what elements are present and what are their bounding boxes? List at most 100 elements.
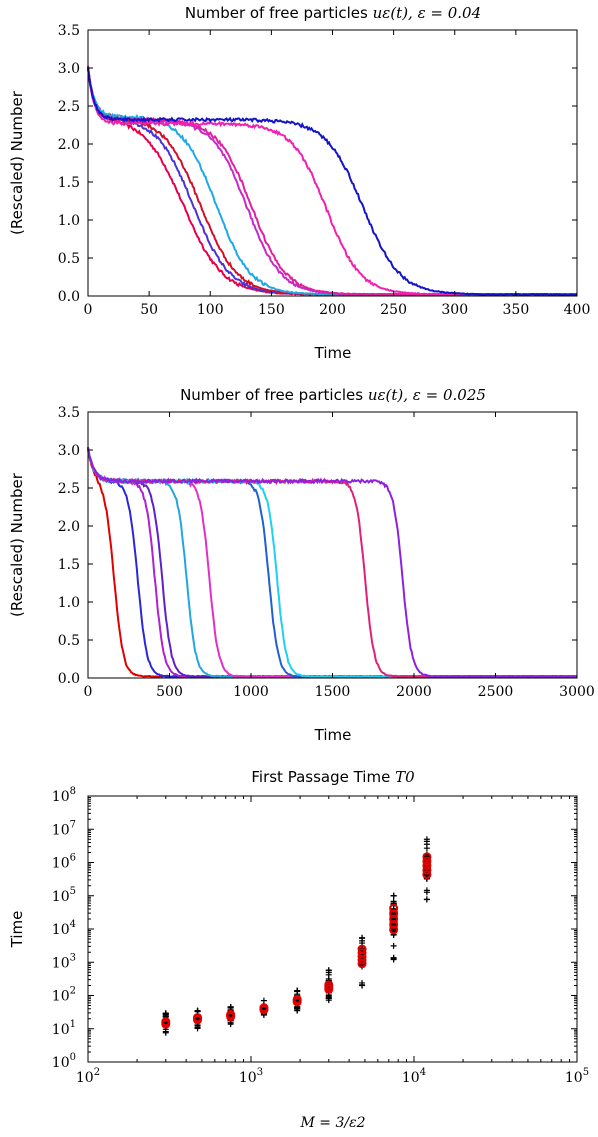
y-tick-label: 101 <box>52 1019 76 1038</box>
y-tick-label: 107 <box>52 819 76 838</box>
median-marker <box>193 1013 203 1023</box>
y-tick-label: 103 <box>52 952 76 971</box>
sample-point <box>325 995 332 1002</box>
y-tick-label: 3.5 <box>58 23 80 39</box>
sample-point <box>423 887 430 894</box>
series-line-1 <box>87 69 578 297</box>
sample-cluster <box>226 1013 235 1018</box>
x-tick-label: 102 <box>76 1067 100 1086</box>
sample-point <box>162 1029 169 1036</box>
median-marker <box>357 948 367 958</box>
y-axis-label: (Rescaled) Number <box>8 90 26 235</box>
x-tick-label: 105 <box>565 1067 589 1086</box>
y-tick-label: 105 <box>52 886 76 905</box>
series-line-2 <box>87 67 578 297</box>
x-tick-label: 350 <box>503 302 530 318</box>
x-tick-label: 0 <box>84 302 93 318</box>
x-tick-label: 400 <box>564 302 591 318</box>
sample-point <box>325 967 332 974</box>
median-marker <box>389 914 399 924</box>
x-tick-label: 2500 <box>478 684 514 700</box>
sample-point <box>162 1010 169 1017</box>
y-tick-label: 102 <box>52 986 76 1005</box>
x-tick-label: 1000 <box>233 684 269 700</box>
y-axis-label: Time <box>8 911 26 949</box>
x-tick-label: 300 <box>441 302 468 318</box>
x-tick-label: 3000 <box>559 684 595 700</box>
median-marker <box>422 865 432 875</box>
sample-cluster <box>193 1016 202 1022</box>
y-tick-label: 0.0 <box>58 671 80 687</box>
chart-free-particles-eps-0025: Number of free particles uε(t), ε = 0.02… <box>8 386 595 744</box>
median-marker <box>422 861 432 871</box>
sample-point <box>390 956 397 963</box>
series-line-7 <box>87 65 578 296</box>
sample-point <box>390 942 397 949</box>
x-tick-label: 200 <box>319 302 346 318</box>
sample-point <box>423 896 430 903</box>
median-marker <box>324 980 334 990</box>
series-line-4 <box>87 66 578 297</box>
chart-title: Number of free particles uε(t), ε = 0.04 <box>185 4 481 22</box>
y-tick-label: 0.5 <box>58 633 80 649</box>
median-marker <box>422 870 432 880</box>
x-axis-label: M = 3/ε2 <box>299 1115 365 1131</box>
y-tick-label: 106 <box>52 853 76 872</box>
sample-point <box>390 898 397 905</box>
median-marker <box>389 903 399 913</box>
sample-cluster <box>259 1006 268 1011</box>
sample-point <box>294 988 301 995</box>
x-tick-label: 500 <box>156 684 183 700</box>
y-axis-label: (Rescaled) Number <box>8 472 26 617</box>
y-tick-label: 1.5 <box>58 557 80 573</box>
series-line-8 <box>87 67 578 297</box>
chart-first-passage-time: First Passage Time T0 102 103 104 105 100 101… <box>8 768 589 1131</box>
x-tick-label: 103 <box>239 1067 263 1086</box>
x-tick-label: 2000 <box>396 684 432 700</box>
y-tick-label: 2.0 <box>58 519 80 535</box>
y-tick-label: 1.0 <box>58 213 80 229</box>
chart-title: First Passage Time T0 <box>251 768 415 786</box>
y-tick-label: 3.5 <box>58 405 80 421</box>
y-tick-label: 0.5 <box>58 251 80 267</box>
median-marker <box>389 925 399 935</box>
sample-cluster <box>389 908 398 930</box>
sample-point <box>423 836 430 843</box>
series-line-5 <box>87 65 578 297</box>
y-tick-label: 3.0 <box>58 61 80 77</box>
x-axis-label: Time <box>314 344 352 362</box>
median-marker <box>226 1009 236 1019</box>
y-tick-label: 104 <box>52 919 76 938</box>
y-tick-label: 0.0 <box>58 289 80 305</box>
sample-cluster <box>161 1020 170 1026</box>
sample-point <box>359 934 366 941</box>
sample-point <box>423 841 430 848</box>
y-tick-label: 100 <box>52 1052 76 1071</box>
median-marker <box>422 852 432 862</box>
x-axis-label: Time <box>314 726 352 744</box>
x-tick-label: 150 <box>258 302 285 318</box>
y-tick-label: 108 <box>52 786 76 805</box>
median-marker <box>292 994 302 1004</box>
plot-frame <box>87 29 578 297</box>
sample-point <box>390 892 397 899</box>
x-tick-label: 250 <box>380 302 407 318</box>
sample-cluster <box>324 982 333 992</box>
series-line-6 <box>87 67 578 297</box>
median-marker <box>389 919 399 929</box>
y-tick-label: 3.0 <box>58 443 80 459</box>
x-tick-label: 0 <box>84 684 93 700</box>
y-tick-label: 1.5 <box>58 175 80 191</box>
median-marker <box>389 909 399 919</box>
chart-title: Number of free particles uε(t), ε = 0.02… <box>180 386 486 404</box>
median-marker <box>259 1003 269 1013</box>
median-marker <box>161 1017 171 1027</box>
y-tick-label: 2.5 <box>58 481 80 497</box>
series-line-3 <box>87 68 578 297</box>
x-tick-label: 1500 <box>315 684 351 700</box>
y-tick-label: 2.5 <box>58 99 80 115</box>
chart-free-particles-eps-004: Number of free particles uε(t), ε = 0.04… <box>8 4 590 362</box>
x-tick-label: 100 <box>197 302 224 318</box>
y-tick-label: 2.0 <box>58 137 80 153</box>
